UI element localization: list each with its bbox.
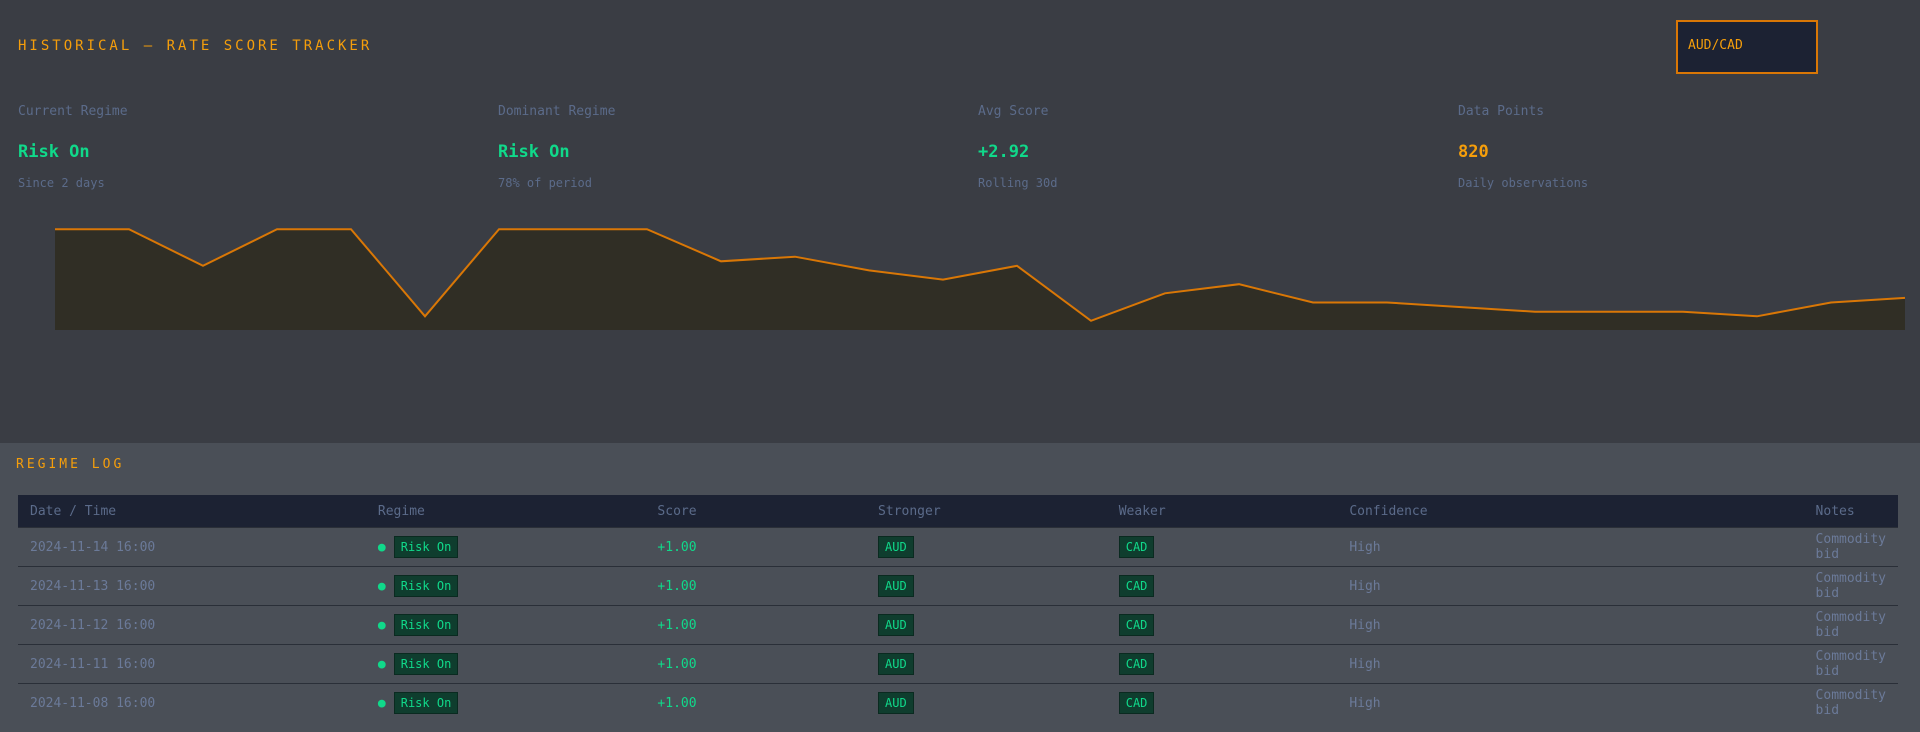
score-chart [55, 228, 1906, 330]
section-title: REGIME LOG [16, 457, 125, 472]
cell-date: 2024-11-08 16:00 [18, 683, 366, 722]
regime-badge: Risk On [393, 575, 459, 597]
stat-dominant-regime: Dominant Regime Risk On 78% of period [498, 104, 878, 190]
cell-confidence: High [1337, 683, 1804, 722]
cell-notes: Commodity bid [1803, 644, 1898, 684]
score-area [55, 229, 1905, 330]
regime-badge: Risk On [393, 653, 459, 675]
score-line [55, 228, 1906, 322]
regime-log-panel: REGIME LOG Date / Time Regime Score Stro… [0, 443, 1920, 732]
status-dot-icon: ● [377, 618, 386, 633]
cell-weaker: CAD [1106, 527, 1338, 567]
cell-notes: Commodity bid [1803, 527, 1898, 567]
cell-weaker: CAD [1106, 605, 1338, 645]
cell-confidence: High [1337, 644, 1804, 684]
cell-stronger: AUD [866, 566, 1107, 606]
stat-sub: Since 2 days [18, 176, 105, 190]
cell-date: 2024-11-14 16:00 [18, 527, 366, 567]
cell-regime: ● Risk On [365, 644, 646, 684]
column-header[interactable]: Score [645, 495, 867, 528]
regime-badge: Risk On [393, 692, 459, 714]
table-row[interactable]: 2024-11-12 16:00 ● Risk On +1.00 AUD CAD … [18, 605, 1898, 645]
pair-selector[interactable]: AUD/CAD [1676, 20, 1818, 74]
table-row[interactable]: 2024-11-11 16:00 ● Risk On +1.00 AUD CAD … [18, 644, 1898, 684]
column-header[interactable]: Regime [365, 495, 646, 528]
stat-sub: Rolling 30d [978, 176, 1058, 190]
cell-date: 2024-11-12 16:00 [18, 605, 366, 645]
cell-stronger: AUD [866, 683, 1107, 722]
currency-badge: CAD [1118, 614, 1155, 636]
column-header[interactable]: Date / Time [18, 495, 366, 528]
table-header-row: Date / Time Regime Score Stronger Weaker… [18, 495, 1898, 528]
cell-score: +1.00 [645, 566, 867, 606]
stat-sub: 78% of period [498, 176, 592, 190]
cell-regime: ● Risk On [365, 683, 646, 722]
stat-value: +2.92 [978, 142, 1030, 162]
stat-label: Dominant Regime [498, 104, 616, 119]
column-header[interactable]: Weaker [1106, 495, 1338, 528]
stat-sub: Daily observations [1458, 176, 1589, 190]
table-row[interactable]: 2024-11-08 16:00 ● Risk On +1.00 AUD CAD … [18, 683, 1898, 722]
cell-stronger: AUD [866, 605, 1107, 645]
cell-weaker: CAD [1106, 683, 1338, 722]
cell-score: +1.00 [645, 527, 867, 567]
cell-weaker: CAD [1106, 644, 1338, 684]
column-header[interactable]: Stronger [866, 495, 1107, 528]
tracker-panel: HISTORICAL — RATE SCORE TRACKER AUD/CAD … [18, 20, 1906, 330]
currency-badge: CAD [1118, 575, 1155, 597]
regime-badge: Risk On [393, 536, 459, 558]
cell-date: 2024-11-11 16:00 [18, 644, 366, 684]
cell-notes: Commodity bid [1803, 683, 1898, 722]
cell-notes: Commodity bid [1803, 566, 1898, 606]
currency-badge: AUD [878, 653, 914, 675]
cell-regime: ● Risk On [365, 605, 646, 645]
cell-confidence: High [1337, 605, 1804, 645]
table-row[interactable]: 2024-11-13 16:00 ● Risk On +1.00 AUD CAD … [18, 566, 1898, 606]
stat-value: 820 [1458, 142, 1489, 162]
stat-value: Risk On [18, 142, 90, 162]
status-dot-icon: ● [377, 540, 386, 555]
cell-confidence: High [1337, 566, 1804, 606]
cell-stronger: AUD [866, 644, 1107, 684]
cell-stronger: AUD [866, 527, 1107, 567]
stat-value: Risk On [498, 142, 570, 162]
cell-date: 2024-11-13 16:00 [18, 566, 366, 606]
stat-avg-score: Avg Score +2.92 Rolling 30d [978, 104, 1358, 190]
status-dot-icon: ● [377, 579, 386, 594]
currency-badge: AUD [878, 536, 914, 558]
cell-score: +1.00 [645, 683, 867, 722]
currency-badge: CAD [1118, 692, 1155, 714]
stat-current-regime: Current Regime Risk On Since 2 days [18, 104, 398, 190]
column-header[interactable]: Notes [1803, 495, 1898, 528]
currency-badge: CAD [1118, 536, 1155, 558]
cell-confidence: High [1337, 527, 1804, 567]
stat-label: Current Regime [18, 104, 128, 119]
column-header[interactable]: Confidence [1337, 495, 1804, 528]
currency-badge: AUD [878, 575, 914, 597]
status-dot-icon: ● [377, 696, 386, 711]
cell-regime: ● Risk On [365, 527, 646, 567]
cell-weaker: CAD [1106, 566, 1338, 606]
cell-notes: Commodity bid [1803, 605, 1898, 645]
status-dot-icon: ● [377, 657, 386, 672]
stat-label: Data Points [1458, 104, 1545, 119]
regime-table: Date / Time Regime Score Stronger Weaker… [18, 495, 1898, 722]
currency-badge: AUD [878, 614, 914, 636]
cell-score: +1.00 [645, 605, 867, 645]
currency-badge: CAD [1118, 653, 1155, 675]
stat-data-points: Data Points 820 Daily observations [1458, 104, 1838, 190]
stat-label: Avg Score [978, 104, 1049, 119]
table-row[interactable]: 2024-11-14 16:00 ● Risk On +1.00 AUD CAD … [18, 527, 1898, 567]
page-title: HISTORICAL — RATE SCORE TRACKER [18, 38, 373, 54]
regime-badge: Risk On [393, 614, 459, 636]
currency-badge: AUD [878, 692, 914, 714]
cell-regime: ● Risk On [365, 566, 646, 606]
cell-score: +1.00 [645, 644, 867, 684]
